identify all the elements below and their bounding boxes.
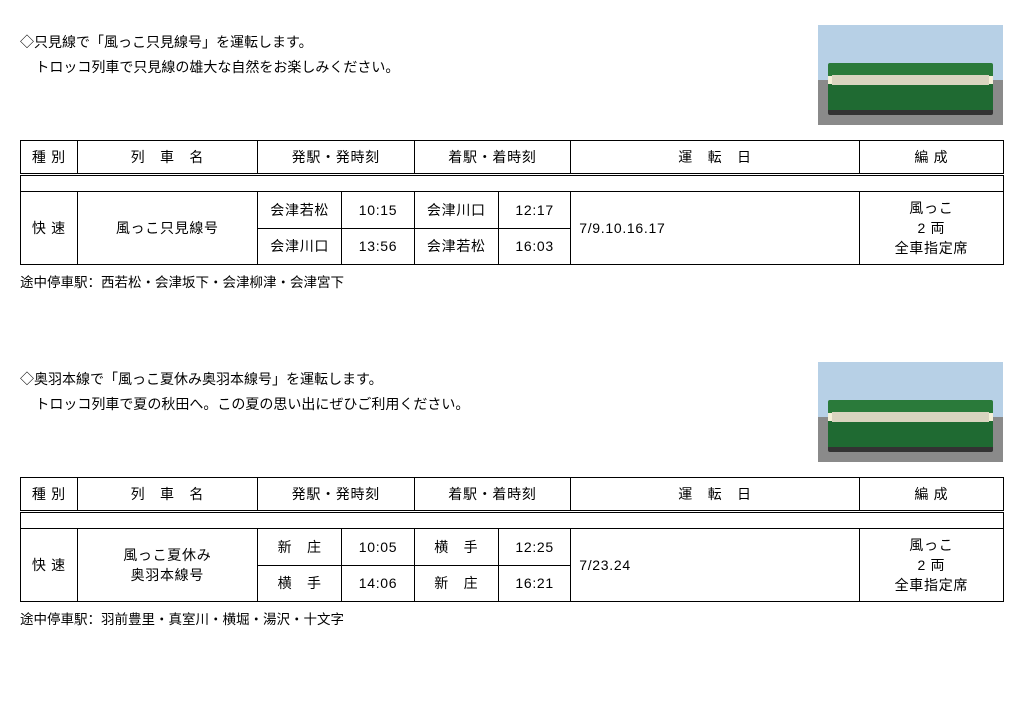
schedule-row: 快 速 風っこ夏休み 奥羽本線号 新 庄 10:05 横 手 12:25 7/2… xyxy=(21,529,1004,566)
cell-dep-time: 13:56 xyxy=(342,228,414,265)
cell-formation: 風っこ 2 両 全車指定席 xyxy=(859,529,1003,602)
cell-arr-sta: 新 庄 xyxy=(414,565,498,602)
cell-arr-sta: 会津川口 xyxy=(414,192,498,229)
footnote: 途中停車駅：羽前豊里・真室川・横堀・湯沢・十文字 xyxy=(20,608,1004,628)
table-header-row: 種 別 列 車 名 発駅・発時刻 着駅・着時刻 運 転 日 編 成 xyxy=(21,478,1004,512)
cell-formation: 風っこ 2 両 全車指定席 xyxy=(859,192,1003,265)
cell-arr-sta: 会津若松 xyxy=(414,228,498,265)
intro-text: ◇奥羽本線で「風っこ夏休み奥羽本線号」を運転します。 トロッコ列車で夏の秋田へ。… xyxy=(20,367,469,417)
cell-dep-time: 10:15 xyxy=(342,192,414,229)
cell-days: 7/23.24 xyxy=(571,529,860,602)
col-arr: 着駅・着時刻 xyxy=(414,478,571,512)
col-name: 列 車 名 xyxy=(77,478,257,512)
col-type: 種 別 xyxy=(21,141,78,175)
form-line: 2 両 xyxy=(917,557,945,573)
col-dep: 発駅・発時刻 xyxy=(257,141,414,175)
col-name: 列 車 名 xyxy=(77,141,257,175)
intro-text: ◇只見線で「風っこ只見線号」を運転します。 トロッコ列車で只見線の雄大な自然をお… xyxy=(20,30,399,80)
cell-dep-time: 14:06 xyxy=(342,565,414,602)
intro-line1: ◇只見線で「風っこ只見線号」を運転します。 xyxy=(20,30,399,55)
cell-dep-sta: 会津川口 xyxy=(257,228,341,265)
schedule-table-2: 種 別 列 車 名 発駅・発時刻 着駅・着時刻 運 転 日 編 成 快 速 風っ… xyxy=(20,477,1004,602)
form-line: 全車指定席 xyxy=(895,577,969,593)
intro-line1: ◇奥羽本線で「風っこ夏休み奥羽本線号」を運転します。 xyxy=(20,367,469,392)
col-form: 編 成 xyxy=(859,141,1003,175)
cell-type: 快 速 xyxy=(21,529,78,602)
col-arr: 着駅・着時刻 xyxy=(414,141,571,175)
col-days: 運 転 日 xyxy=(571,141,860,175)
section-ouu: ◇奥羽本線で「風っこ夏休み奥羽本線号」を運転します。 トロッコ列車で夏の秋田へ。… xyxy=(20,361,1004,628)
cell-arr-time: 12:17 xyxy=(499,192,571,229)
cell-days: 7/9.10.16.17 xyxy=(571,192,860,265)
col-form: 編 成 xyxy=(859,478,1003,512)
cell-arr-time: 16:21 xyxy=(499,565,571,602)
cell-name: 風っこ只見線号 xyxy=(77,192,257,265)
form-line: 風っこ xyxy=(909,537,953,553)
form-line: 風っこ xyxy=(909,200,953,216)
train-photo xyxy=(817,24,1004,126)
section-header: ◇只見線で「風っこ只見線号」を運転します。 トロッコ列車で只見線の雄大な自然をお… xyxy=(20,24,1004,126)
schedule-row: 快 速 風っこ只見線号 会津若松 10:15 会津川口 12:17 7/9.10… xyxy=(21,192,1004,229)
name-line: 風っこ夏休み xyxy=(123,547,211,563)
cell-dep-time: 10:05 xyxy=(342,529,414,566)
cell-arr-sta: 横 手 xyxy=(414,529,498,566)
cell-name: 風っこ夏休み 奥羽本線号 xyxy=(77,529,257,602)
footnote: 途中停車駅：西若松・会津坂下・会津柳津・会津宮下 xyxy=(20,271,1004,291)
cell-arr-time: 16:03 xyxy=(499,228,571,265)
cell-dep-sta: 新 庄 xyxy=(257,529,341,566)
section-header: ◇奥羽本線で「風っこ夏休み奥羽本線号」を運転します。 トロッコ列車で夏の秋田へ。… xyxy=(20,361,1004,463)
name-line: 奥羽本線号 xyxy=(131,567,205,583)
intro-line2: トロッコ列車で夏の秋田へ。この夏の思い出にぜひご利用ください。 xyxy=(20,392,469,417)
table-header-row: 種 別 列 車 名 発駅・発時刻 着駅・着時刻 運 転 日 編 成 xyxy=(21,141,1004,175)
cell-arr-time: 12:25 xyxy=(499,529,571,566)
intro-line2: トロッコ列車で只見線の雄大な自然をお楽しみください。 xyxy=(20,55,399,80)
col-type: 種 別 xyxy=(21,478,78,512)
cell-dep-sta: 会津若松 xyxy=(257,192,341,229)
form-line: 全車指定席 xyxy=(895,240,969,256)
col-dep: 発駅・発時刻 xyxy=(257,478,414,512)
col-days: 運 転 日 xyxy=(571,478,860,512)
cell-type: 快 速 xyxy=(21,192,78,265)
section-tadami: ◇只見線で「風っこ只見線号」を運転します。 トロッコ列車で只見線の雄大な自然をお… xyxy=(20,24,1004,291)
train-photo xyxy=(817,361,1004,463)
schedule-table-1: 種 別 列 車 名 発駅・発時刻 着駅・着時刻 運 転 日 編 成 快 速 風っ… xyxy=(20,140,1004,265)
form-line: 2 両 xyxy=(917,220,945,236)
cell-dep-sta: 横 手 xyxy=(257,565,341,602)
